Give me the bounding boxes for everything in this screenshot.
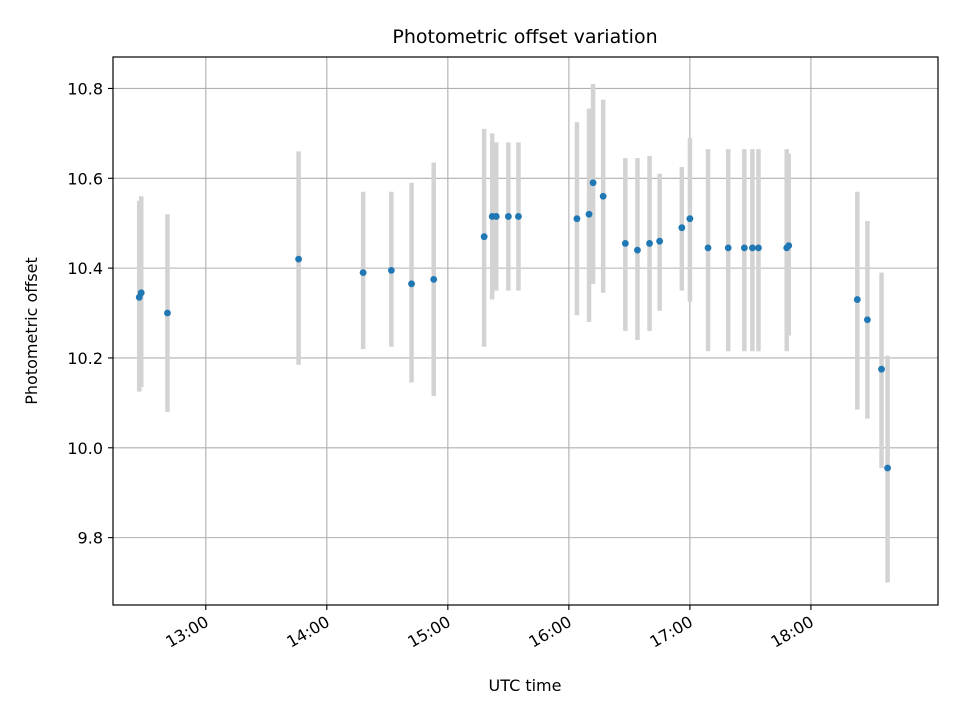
y-tick-label: 10.8 [67,79,103,98]
y-tick-label: 9.8 [78,529,103,548]
y-axis-ticks: 9.8 10.0 10.2 10.4 10.6 10.8 [67,79,113,548]
data-point [585,210,593,218]
data-point [164,309,171,317]
y-tick-label: 10.4 [67,259,103,278]
data-point [504,213,512,220]
data-point [621,240,629,247]
plot-area-frame [112,56,939,606]
data-point [678,224,686,232]
y-axis-label: Photometric offset [22,257,41,405]
grid-lines [113,57,938,605]
data-point [480,233,488,241]
data-points [135,179,891,472]
data-point [573,215,581,223]
chart-title: Photometric offset variation [392,26,657,48]
data-point [515,213,522,220]
data-point [408,280,415,288]
data-point [755,244,762,252]
data-point [599,192,607,200]
data-point [295,255,302,263]
data-point [387,266,395,274]
data-point [634,246,641,254]
data-point [430,275,438,283]
data-point [740,244,748,252]
data-point [864,316,871,324]
y-tick-label: 10.2 [67,349,103,368]
data-point [137,289,145,297]
x-axis-label: UTC time [489,676,562,695]
y-tick-label: 10.6 [67,169,103,188]
data-point [853,296,861,303]
data-point [492,213,500,220]
data-point [785,242,793,250]
data-point [878,365,885,373]
data-point [686,215,694,223]
data-point [749,244,756,252]
data-point [589,179,597,187]
data-point [646,240,653,247]
data-point [884,464,891,472]
data-point [656,237,664,245]
data-point [704,244,712,252]
y-tick-label: 10.0 [67,439,103,458]
data-point [359,269,367,277]
data-point [724,244,732,252]
